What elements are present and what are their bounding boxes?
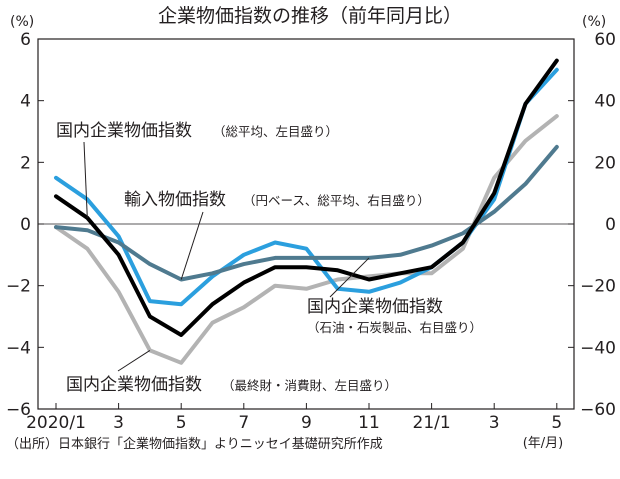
- series-label-2-name: 国内企業物価指数: [307, 297, 443, 317]
- series-lines: [54, 58, 559, 365]
- series-label-1: 輸入物価指数 （円ベース、総平均、右目盛り）: [124, 190, 430, 210]
- series-label-3-name: 国内企業物価指数: [66, 375, 202, 395]
- leader-line-0: [83, 141, 88, 218]
- leader-line-2: [180, 211, 204, 280]
- x-tick-label: 9: [301, 413, 312, 433]
- left-tick-label: −2: [6, 277, 31, 297]
- right-tick-label: −40: [580, 338, 616, 358]
- left-tick-label: −6: [6, 400, 31, 420]
- x-tick-label: 5: [176, 413, 187, 433]
- leader-line-3: [117, 349, 151, 372]
- series-label-0: 国内企業物価指数 （総平均、左目盛り）: [56, 121, 338, 141]
- source-note: （出所）日本銀行「企業物価指数」よりニッセイ基礎研究所作成: [6, 436, 383, 452]
- series-label-1-note: （円ベース、総平均、右目盛り）: [243, 193, 430, 208]
- right-tick-label: −60: [580, 400, 616, 420]
- series-label-0-name: 国内企業物価指数: [56, 121, 192, 141]
- right-tick-label: 40: [594, 92, 616, 112]
- left-tick-label: 6: [20, 30, 31, 50]
- left-tick-label: 4: [20, 92, 31, 112]
- left-tick-label: −4: [6, 338, 31, 358]
- x-tick-label: 3: [113, 413, 124, 433]
- right-tick-label: 20: [594, 153, 616, 173]
- series-line-0: [54, 58, 559, 337]
- series-label-0-note: （総平均、左目盛り）: [213, 124, 338, 139]
- series-label-2: 国内企業物価指数 （石油・石炭製品、右目盛り）: [307, 297, 482, 335]
- x-tick-label: 3: [489, 413, 500, 433]
- left-axis-unit: (%): [10, 14, 34, 30]
- series-label-3: 国内企業物価指数 （最終財・消費財、左目盛り）: [66, 375, 397, 395]
- x-axis-unit: (年/月): [523, 436, 564, 451]
- series-label-3-note: （最終財・消費財、左目盛り）: [222, 378, 397, 393]
- left-tick-label: 2: [20, 153, 31, 173]
- leader-line-2: [329, 257, 370, 298]
- right-tick-label: 60: [594, 30, 616, 50]
- x-tick-label: 11: [358, 413, 380, 433]
- x-tick-label: 5: [551, 413, 562, 433]
- left-tick-label: 0: [20, 215, 31, 235]
- x-tick-label: 21/1: [413, 413, 451, 433]
- right-tick-label: −20: [580, 277, 616, 297]
- series-label-2-note: （石油・石炭製品、右目盛り）: [307, 320, 482, 335]
- label-leaders: [83, 141, 370, 372]
- right-tick-label: 0: [605, 215, 616, 235]
- chart-title: 企業物価指数の推移（前年同月比）: [158, 5, 462, 27]
- series-label-1-name: 輸入物価指数: [124, 190, 226, 210]
- right-axis-unit: (%): [582, 14, 606, 30]
- x-tick-label: 7: [238, 413, 249, 433]
- x-tick-label: 2020/1: [26, 413, 86, 433]
